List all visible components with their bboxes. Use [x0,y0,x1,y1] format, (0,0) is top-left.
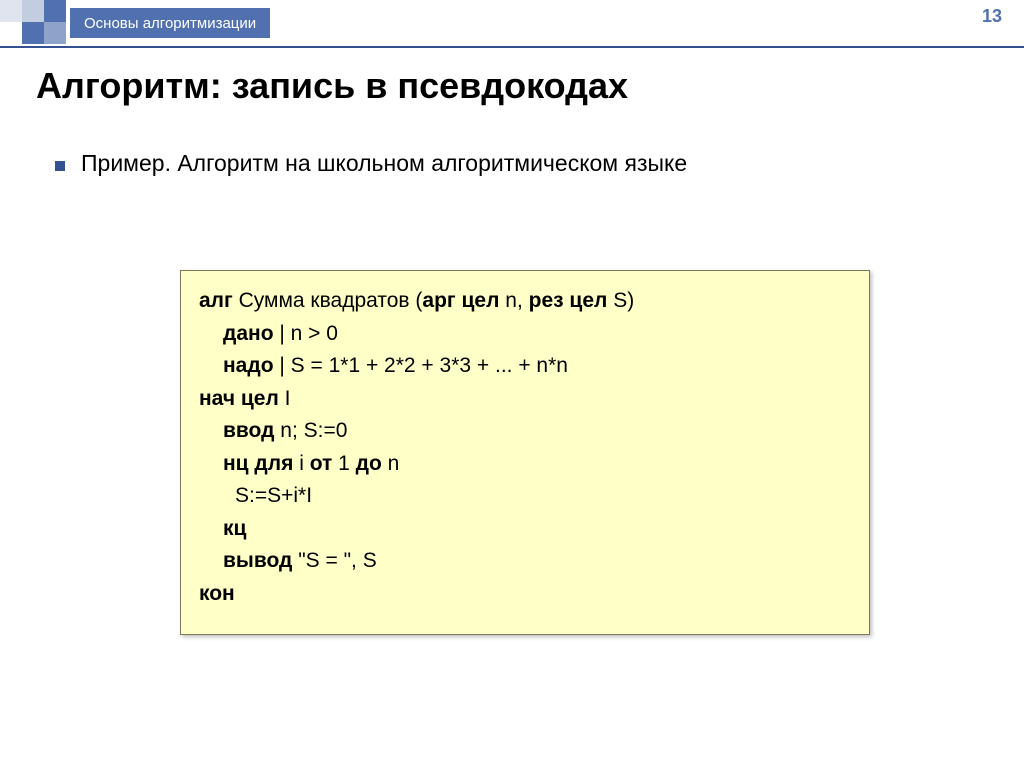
topic-text: Основы алгоритмизации [84,15,256,32]
code-line: кц [199,513,851,546]
deco-square [44,22,66,44]
deco-square [22,0,44,22]
header-decoration [0,0,70,42]
pseudocode-box: алг Сумма квадратов (арг цел n, рез цел … [180,270,870,635]
code-line: ввод n; S:=0 [199,415,851,448]
deco-square [22,22,44,44]
code-line: S:=S+i*I [199,480,851,513]
code-line: надо | S = 1*1 + 2*2 + 3*3 + ... + n*n [199,350,851,383]
bullet-text: Пример. Алгоритм на школьном алгоритмиче… [81,150,687,177]
code-line: дано | n > 0 [199,318,851,351]
page-number: 13 [982,6,1002,27]
deco-square [44,0,66,22]
code-line: нач цел I [199,383,851,416]
code-line: кон [199,578,851,611]
bullet-item: Пример. Алгоритм на школьном алгоритмиче… [55,150,687,177]
code-line: нц для i от 1 до n [199,448,851,481]
slide-title: Алгоритм: запись в псевдокодах [36,65,628,107]
code-line: алг Сумма квадратов (арг цел n, рез цел … [199,285,851,318]
code-line: вывод "S = ", S [199,545,851,578]
topic-bar: Основы алгоритмизации [70,8,270,38]
header-rule [0,46,1024,48]
bullet-marker-icon [55,161,65,171]
deco-square [0,0,22,22]
